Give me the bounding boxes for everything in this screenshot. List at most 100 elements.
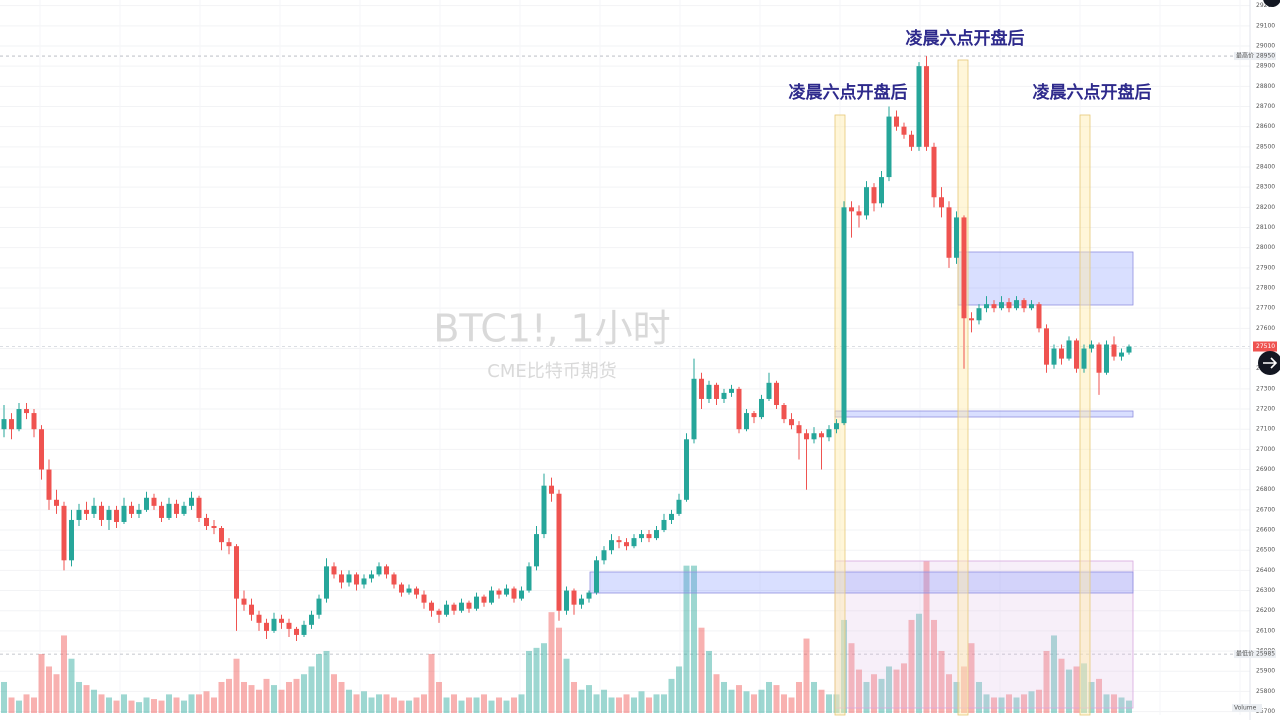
volume-bar [241, 681, 247, 713]
volume-bar [503, 700, 510, 713]
candle-body [946, 207, 952, 258]
annotation: 凌晨六点开盘后 [789, 82, 908, 103]
candle-body [864, 187, 869, 216]
volume-bar [151, 699, 157, 713]
y-tick-label: 28500 [1256, 143, 1275, 150]
candle-body [489, 590, 494, 603]
candle-body [894, 116, 899, 127]
candle-body [1029, 304, 1034, 309]
volume-bar [451, 694, 457, 713]
price-axis: 2570025800259002600026100262002630026400… [1232, 0, 1277, 720]
volume-bar [623, 694, 630, 713]
corner-button[interactable] [1263, 0, 1280, 7]
candle-body [549, 485, 554, 494]
volume-bar [338, 681, 345, 713]
candle-body [159, 505, 164, 518]
y-tick-label: 27000 [1256, 446, 1275, 453]
volume-bar [961, 666, 967, 713]
volume-bar [1066, 669, 1072, 713]
scroll-button[interactable] [1258, 351, 1280, 375]
candle-body [474, 596, 479, 609]
arrow-icon[interactable] [1263, 357, 1278, 369]
candle-body [804, 433, 809, 440]
candle-body [1066, 340, 1072, 359]
volume-bar [1013, 697, 1020, 713]
y-tick-label: 28300 [1256, 184, 1275, 191]
volume-bar [863, 681, 870, 713]
drawings [589, 59, 1134, 716]
candle-body [421, 594, 427, 603]
volume-bar [436, 681, 442, 713]
volume-bar [811, 681, 817, 713]
volume-bar [353, 694, 360, 713]
y-tick-label: 28000 [1256, 244, 1275, 251]
volume-bar [61, 635, 67, 713]
y-tick-label: 26600 [1256, 527, 1275, 534]
candle-body [594, 560, 599, 593]
y-tick-label: 29000 [1256, 42, 1275, 49]
candle-body [106, 509, 112, 520]
volume-bar [413, 697, 420, 713]
candle-body [609, 540, 614, 551]
candle-body [661, 519, 667, 531]
volume-bar [586, 685, 592, 713]
volume-bar [713, 674, 720, 713]
candle-body [631, 538, 637, 547]
volume-bar [593, 694, 600, 713]
candle-body [811, 433, 817, 440]
y-tick-label: 27300 [1256, 385, 1275, 392]
volume-label: Volume [1234, 705, 1257, 712]
volume-bar [1088, 681, 1095, 713]
volume-bar [173, 697, 180, 713]
candle-body [789, 419, 794, 426]
candle-body [1021, 300, 1027, 309]
time-marker [1079, 114, 1091, 716]
volume-bar [248, 685, 255, 713]
volume-bar [271, 685, 277, 713]
volume-bar [661, 694, 667, 713]
volume-bar [293, 678, 300, 713]
volume-bar [76, 681, 82, 713]
candle-body [961, 217, 967, 319]
volume-bar [908, 619, 915, 713]
candle-body [999, 302, 1004, 309]
candle-body [301, 624, 307, 635]
volume-bar [496, 697, 502, 713]
volume-bar [638, 691, 645, 713]
volume-bar [53, 674, 60, 713]
volume-bar [1096, 678, 1102, 713]
volume-bar [736, 685, 742, 713]
candle-body [766, 382, 772, 399]
candle-body [144, 497, 149, 510]
volume-bar [428, 654, 435, 713]
volume-bar [391, 697, 397, 713]
y-tick-label: 28400 [1256, 164, 1275, 171]
price-line-tag [1234, 650, 1276, 659]
candle-body [706, 384, 712, 399]
candle-body [234, 546, 239, 599]
volume-bar [1051, 635, 1057, 713]
volume-bar [841, 619, 847, 713]
volume-bar [548, 612, 555, 713]
volume-bar [766, 681, 772, 713]
volume-bar [968, 643, 975, 713]
candle-body [91, 505, 97, 514]
volume-bar [833, 694, 840, 713]
volume-tag [1232, 704, 1262, 712]
candle-body [376, 566, 382, 575]
candle-body [256, 614, 262, 623]
candle-body [294, 628, 299, 635]
volume-bar [706, 650, 712, 713]
volume-bar [1058, 658, 1065, 713]
candle-body [406, 588, 412, 593]
candle-body [744, 413, 749, 430]
candle-body [856, 211, 862, 216]
candle-body [939, 197, 944, 208]
volume-bar [1073, 666, 1080, 713]
volume-bar [1081, 663, 1087, 713]
candle-body [339, 574, 344, 583]
volume-bar [526, 650, 532, 713]
volume-bar [848, 643, 855, 713]
y-tick-label: 26400 [1256, 567, 1275, 574]
candle-body [646, 534, 652, 539]
